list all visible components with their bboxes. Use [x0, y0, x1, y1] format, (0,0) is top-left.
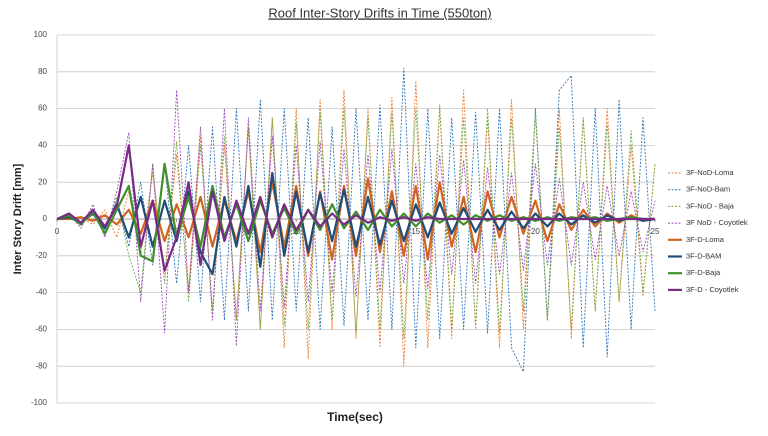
legend-label: 3F-D - Coyotlek — [686, 285, 739, 294]
y-tick-label: 80 — [38, 67, 47, 76]
series-line — [56, 144, 655, 272]
x-tick-label: 25 — [651, 227, 660, 236]
legend-label: 3F-D-Loma — [686, 235, 725, 244]
x-tick-label: 0 — [55, 227, 60, 236]
y-tick-label: -40 — [35, 288, 47, 297]
y-tick-label: -60 — [35, 325, 47, 334]
y-tick-label: 20 — [38, 177, 47, 186]
legend-label: 3F-NoD - Baja — [686, 201, 735, 210]
series-line — [56, 89, 656, 347]
legend-label: 3F-NoD-Bam — [686, 185, 730, 194]
y-tick-label: 0 — [43, 214, 48, 223]
y-tick-label: 40 — [38, 141, 47, 150]
legend-label: 3F-D-BAM — [686, 251, 721, 260]
y-tick-label: 60 — [38, 104, 47, 113]
legend-label: 3F-NoD-Loma — [686, 168, 734, 177]
series-line — [57, 80, 656, 367]
legend-label: 3F-D-Baja — [686, 268, 721, 277]
series-line — [56, 104, 656, 340]
x-tick-label: 15 — [411, 227, 420, 236]
chart-title: Roof Inter-Story Drifts in Time (550ton) — [268, 5, 491, 20]
y-tick-label: -20 — [35, 251, 47, 260]
y-tick-label: 100 — [34, 30, 48, 39]
y-tick-label: -100 — [31, 398, 48, 407]
legend-label: 3F NoD - Coyotlek — [686, 218, 748, 227]
y-axis-label: Inter Story Drift [mm] — [12, 163, 24, 274]
x-tick-label: 20 — [531, 227, 540, 236]
y-tick-label: -80 — [35, 361, 47, 370]
x-axis-label: Time(sec) — [327, 410, 383, 424]
